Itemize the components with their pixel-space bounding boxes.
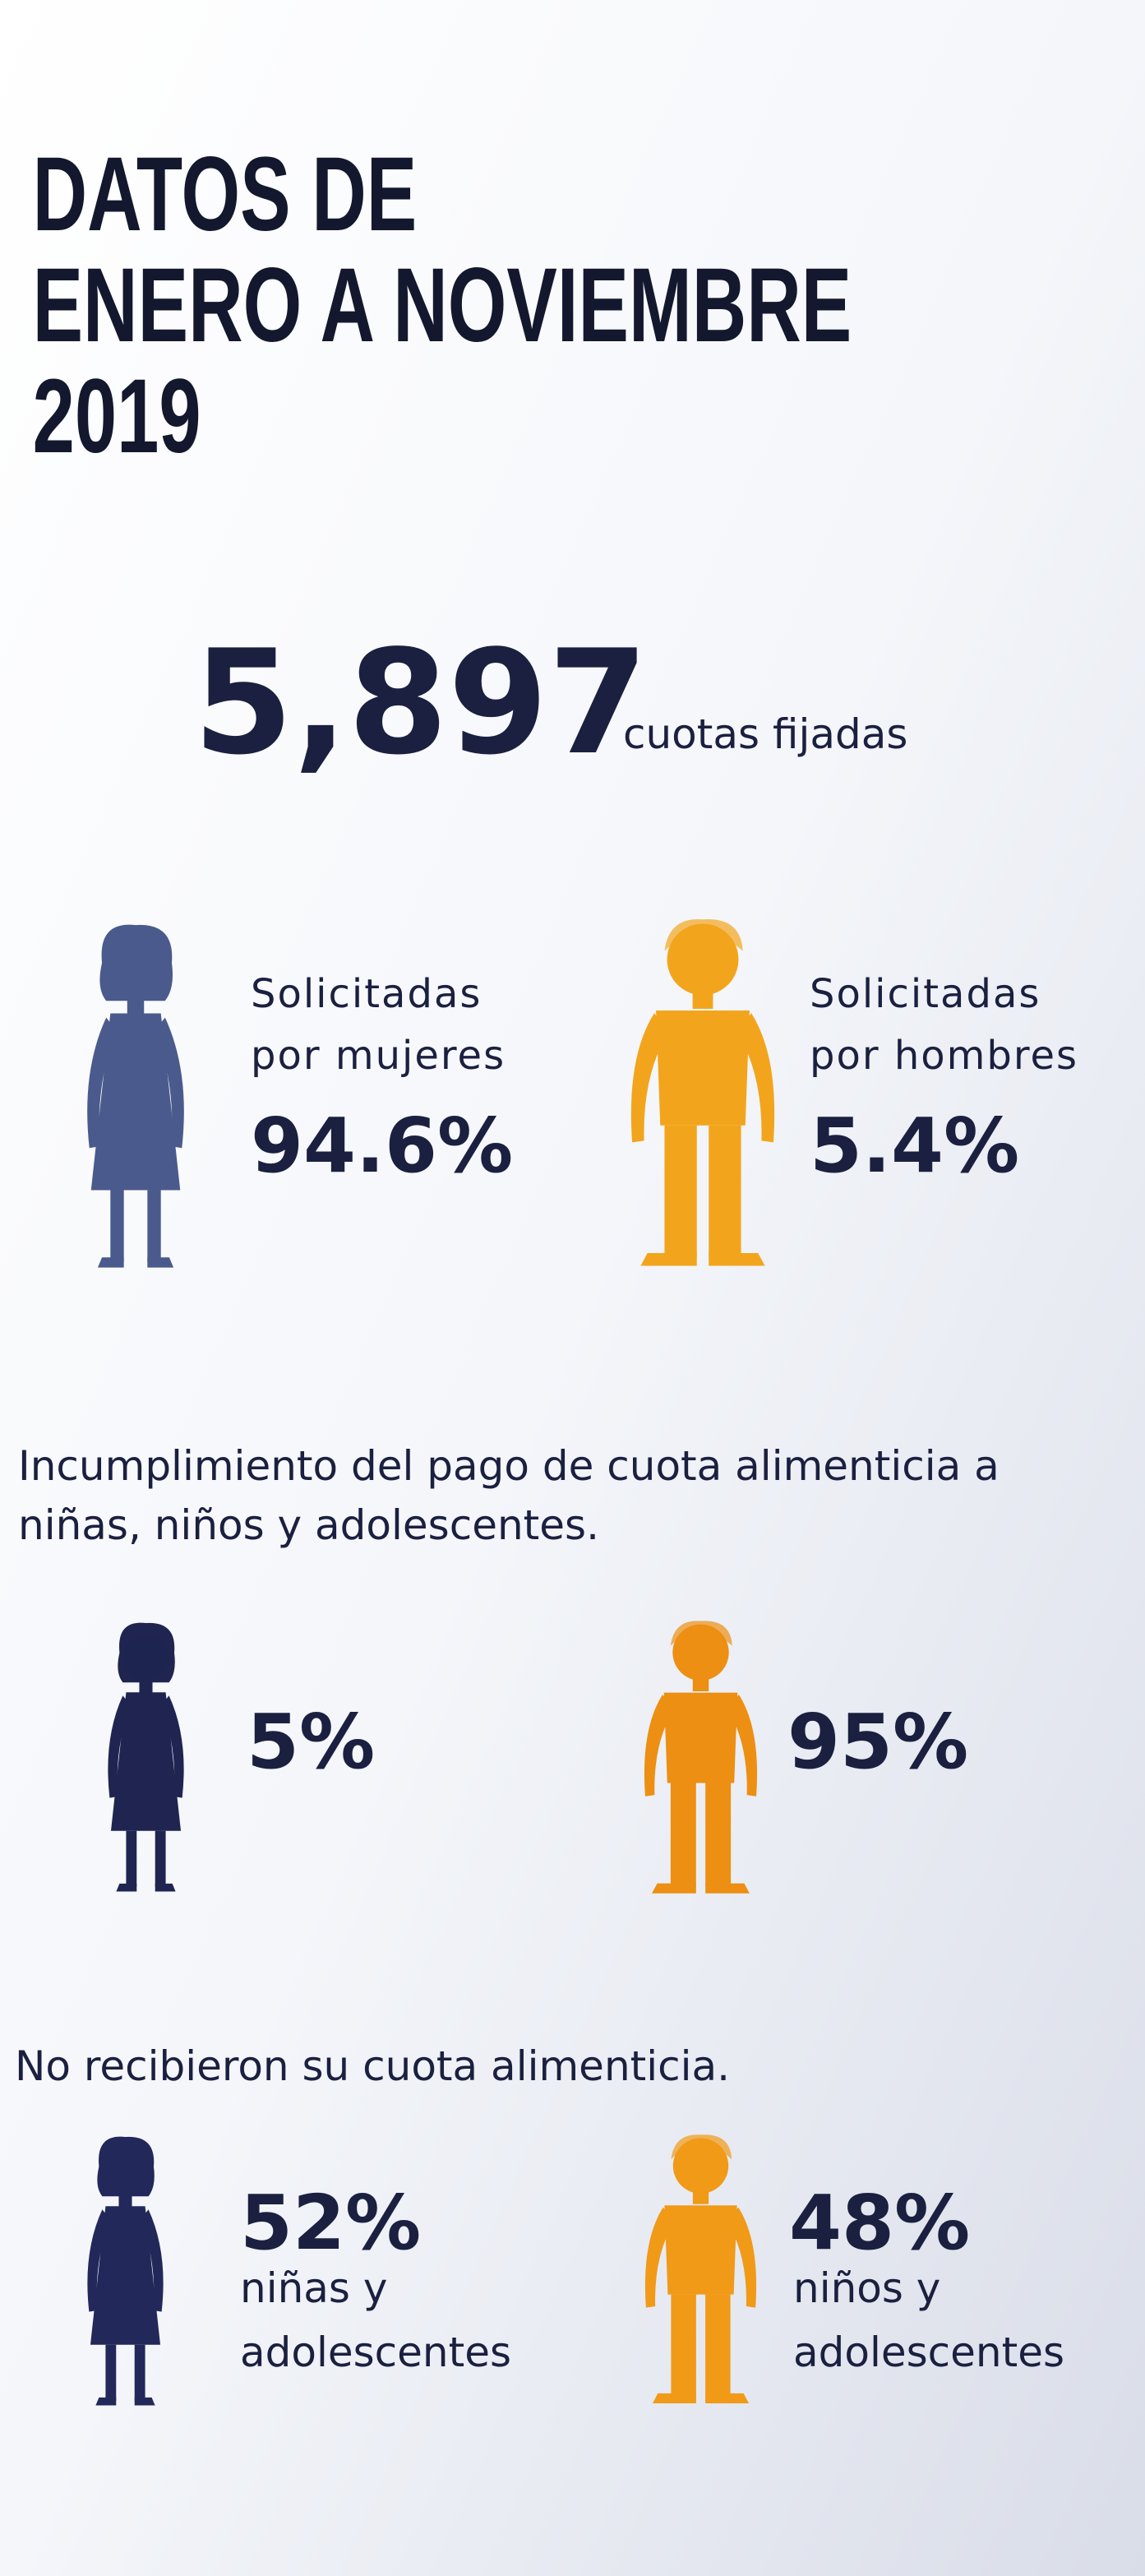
request-percent: 5.4% bbox=[810, 1102, 1019, 1190]
title-line: DATOS DE bbox=[33, 135, 418, 252]
request-percent: 94.6% bbox=[251, 1102, 513, 1190]
noncompliance-text: niñas, niños y adolescentes. bbox=[18, 1501, 599, 1549]
not-received-label: adolescentes bbox=[793, 2329, 1064, 2376]
title-line: ENERO A NOVIEMBRE bbox=[33, 246, 852, 363]
noncompliance-text: Incumplimiento del pago de cuota aliment… bbox=[18, 1442, 1000, 1490]
total-value: 5,897 bbox=[193, 620, 649, 787]
title: DATOS DE ENERO A NOVIEMBRE 2019 bbox=[33, 135, 852, 474]
noncompliance-percent: 5% bbox=[247, 1698, 375, 1786]
not-received-text: No recibieron su cuota alimenticia. bbox=[15, 2042, 730, 2090]
not-received-percent: 48% bbox=[789, 2179, 970, 2267]
request-label: Solicitadas bbox=[810, 971, 1041, 1017]
request-label: por hombres bbox=[810, 1033, 1078, 1079]
title-line: 2019 bbox=[33, 357, 201, 474]
request-label: Solicitadas bbox=[251, 971, 482, 1017]
not-received-label: adolescentes bbox=[240, 2329, 511, 2376]
not-received-label: niñas y bbox=[240, 2264, 387, 2312]
request-label: por mujeres bbox=[251, 1033, 506, 1079]
not-received-label: niños y bbox=[793, 2264, 940, 2312]
noncompliance-percent: 95% bbox=[787, 1698, 968, 1786]
total-label: cuotas fijadas bbox=[623, 710, 907, 758]
not-received-percent: 52% bbox=[240, 2179, 421, 2267]
